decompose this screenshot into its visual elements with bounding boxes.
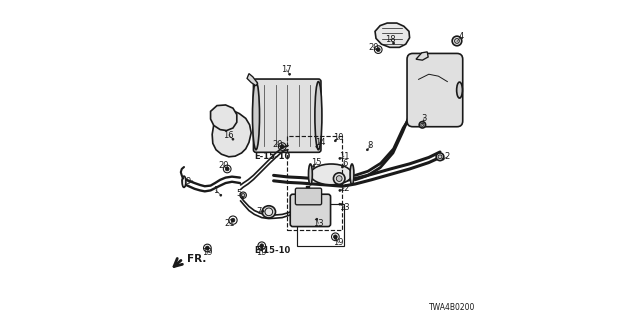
Ellipse shape [289, 73, 291, 75]
Text: 2: 2 [445, 152, 450, 161]
Ellipse shape [232, 138, 234, 140]
Ellipse shape [339, 203, 341, 205]
Text: 16: 16 [223, 131, 234, 140]
Text: FR.: FR. [187, 254, 206, 264]
Ellipse shape [242, 196, 244, 198]
Text: 4: 4 [458, 32, 463, 41]
Ellipse shape [191, 181, 193, 183]
Text: E-15-10: E-15-10 [255, 152, 291, 161]
Ellipse shape [316, 146, 317, 148]
Ellipse shape [315, 82, 322, 150]
Text: 6: 6 [342, 159, 348, 168]
Text: 15: 15 [312, 158, 322, 167]
Ellipse shape [240, 192, 246, 198]
Ellipse shape [436, 153, 444, 161]
Ellipse shape [265, 208, 273, 216]
Ellipse shape [310, 164, 352, 185]
Ellipse shape [342, 166, 343, 168]
Text: 14: 14 [315, 138, 325, 147]
Ellipse shape [377, 49, 379, 51]
FancyBboxPatch shape [291, 194, 330, 227]
Ellipse shape [262, 210, 264, 212]
Text: 1: 1 [213, 186, 219, 195]
Ellipse shape [316, 218, 317, 220]
FancyBboxPatch shape [296, 188, 322, 205]
Polygon shape [247, 74, 258, 86]
Text: 19: 19 [202, 248, 212, 257]
Ellipse shape [333, 235, 337, 239]
Text: 13: 13 [339, 203, 349, 212]
Ellipse shape [206, 247, 209, 249]
Ellipse shape [313, 165, 315, 167]
Polygon shape [416, 52, 428, 60]
Polygon shape [212, 109, 251, 157]
FancyBboxPatch shape [407, 53, 463, 127]
Ellipse shape [308, 164, 312, 185]
Ellipse shape [242, 194, 244, 197]
Text: 21: 21 [225, 220, 235, 228]
Ellipse shape [350, 164, 354, 185]
Text: 20: 20 [218, 161, 228, 170]
Ellipse shape [376, 48, 380, 52]
Text: 20: 20 [369, 43, 379, 52]
Ellipse shape [262, 206, 276, 218]
Ellipse shape [457, 82, 463, 98]
Text: 19: 19 [333, 238, 344, 247]
Ellipse shape [337, 176, 342, 181]
Ellipse shape [419, 122, 426, 128]
Ellipse shape [260, 244, 264, 248]
Ellipse shape [232, 220, 234, 222]
Ellipse shape [442, 158, 444, 160]
Text: 8: 8 [368, 141, 373, 150]
FancyBboxPatch shape [253, 79, 321, 152]
Ellipse shape [339, 157, 341, 159]
Bar [297, 204, 344, 246]
Ellipse shape [335, 237, 337, 239]
Text: 5: 5 [237, 189, 242, 198]
Ellipse shape [280, 145, 284, 148]
Ellipse shape [456, 41, 458, 43]
Text: 7: 7 [257, 207, 262, 216]
Ellipse shape [333, 173, 345, 184]
Text: E-15-10: E-15-10 [255, 246, 291, 255]
Bar [287, 136, 342, 230]
Polygon shape [375, 23, 410, 47]
Ellipse shape [281, 146, 283, 148]
Ellipse shape [225, 167, 229, 171]
Ellipse shape [393, 42, 394, 44]
Text: 19: 19 [257, 248, 267, 257]
Ellipse shape [421, 123, 424, 126]
Text: 9: 9 [186, 177, 191, 186]
Text: TWA4B0200: TWA4B0200 [429, 303, 475, 312]
Ellipse shape [261, 247, 262, 249]
Ellipse shape [422, 124, 424, 126]
Ellipse shape [452, 36, 462, 46]
Text: 12: 12 [339, 184, 349, 193]
Ellipse shape [339, 189, 341, 191]
Text: 3: 3 [421, 114, 427, 123]
Text: 17: 17 [281, 65, 292, 74]
Ellipse shape [205, 246, 209, 250]
Ellipse shape [252, 82, 260, 150]
Text: 13: 13 [313, 219, 324, 228]
Ellipse shape [220, 194, 222, 196]
Text: 11: 11 [339, 152, 349, 161]
Ellipse shape [182, 176, 186, 187]
Ellipse shape [454, 38, 460, 43]
Polygon shape [211, 105, 237, 131]
Text: 18: 18 [385, 35, 396, 44]
Ellipse shape [438, 155, 442, 159]
Ellipse shape [335, 140, 337, 142]
Ellipse shape [227, 167, 228, 169]
Ellipse shape [367, 149, 369, 151]
Text: 20: 20 [273, 140, 283, 149]
Text: 10: 10 [333, 133, 344, 142]
Ellipse shape [231, 218, 235, 222]
